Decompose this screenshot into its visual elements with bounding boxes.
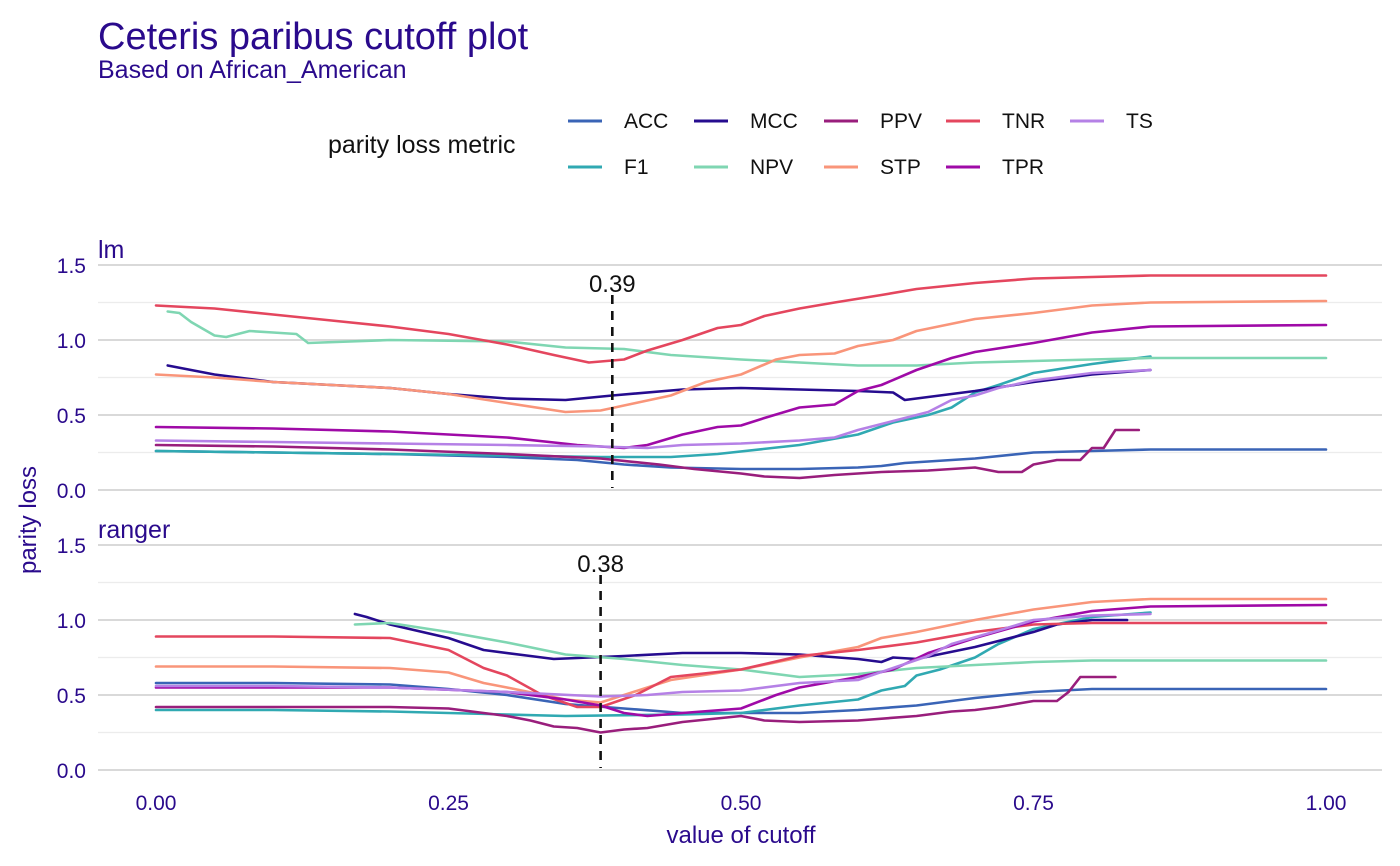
chart-subtitle: Based on African_American <box>98 56 407 84</box>
x-tick-label: 0.75 <box>1013 792 1054 815</box>
x-axis: 0.00 0.25 0.50 0.75 1.00 <box>136 792 1347 815</box>
chart-title: Ceteris paribus cutoff plot <box>98 16 529 58</box>
legend-item-tnr: TNR <box>946 110 1045 133</box>
facet-label: ranger <box>98 516 170 544</box>
x-tick-label: 1.00 <box>1306 792 1347 815</box>
legend-label: F1 <box>624 156 649 179</box>
legend-item-tpr: TPR <box>946 156 1044 179</box>
series-line-ts <box>154 368 1152 450</box>
facet-label: lm <box>98 236 124 264</box>
gridlines <box>98 544 1382 771</box>
series-line-f1 <box>154 355 1152 459</box>
cutoff-label: 0.39 <box>589 271 636 298</box>
series-line-ppv <box>154 675 1117 734</box>
legend-item-f1: F1 <box>568 156 649 179</box>
panel-lm: 0.0 0.5 1.0 1.5 lm 0.39 <box>57 236 1382 503</box>
series-line-mcc <box>353 612 1129 664</box>
panel-ranger: 0.0 0.5 1.0 1.5 ranger 0.38 <box>57 516 1382 783</box>
legend: ACC F1 MCC NPV PPV STP TNR TPR TS <box>568 110 1153 179</box>
y-tick-label: 1.0 <box>57 610 86 633</box>
legend-label: PPV <box>880 110 922 133</box>
legend-item-npv: NPV <box>694 156 793 179</box>
legend-item-acc: ACC <box>568 110 668 133</box>
legend-title: parity loss metric <box>328 131 516 159</box>
legend-item-ts: TS <box>1070 110 1153 133</box>
y-tick-label: 0.0 <box>57 760 86 783</box>
series-line-stp <box>154 299 1328 414</box>
x-tick-label: 0.50 <box>721 792 762 815</box>
y-axis-title: parity loss <box>15 466 42 574</box>
series-lines <box>154 274 1328 480</box>
y-tick-label: 1.5 <box>57 535 86 558</box>
gridlines <box>98 264 1382 491</box>
legend-item-stp: STP <box>824 156 921 179</box>
y-tick-label: 0.0 <box>57 480 86 503</box>
y-tick-label: 0.5 <box>57 405 86 428</box>
chart-panels: 0.0 0.5 1.0 1.5 lm 0.39 0.0 0.5 1.0 1.5 ranger 0.38 <box>57 236 1382 783</box>
series-line-ts <box>154 612 1152 698</box>
x-tick-label: 0.00 <box>136 792 177 815</box>
legend-label: TNR <box>1002 110 1045 133</box>
x-axis-title: value of cutoff <box>667 822 816 849</box>
series-line-stp <box>154 597 1328 704</box>
y-tick-label: 1.0 <box>57 330 86 353</box>
legend-item-mcc: MCC <box>694 110 798 133</box>
series-lines <box>154 597 1328 734</box>
series-line-npv <box>166 310 1328 367</box>
series-line-tpr <box>154 323 1328 450</box>
legend-label: TS <box>1126 110 1153 133</box>
legend-label: STP <box>880 156 921 179</box>
series-line-tnr <box>154 274 1328 364</box>
cutoff-label: 0.38 <box>577 551 624 578</box>
legend-label: TPR <box>1002 156 1044 179</box>
legend-label: MCC <box>750 110 798 133</box>
y-tick-label: 1.5 <box>57 255 86 278</box>
legend-item-ppv: PPV <box>824 110 922 133</box>
y-tick-label: 0.5 <box>57 685 86 708</box>
x-tick-label: 0.25 <box>428 792 469 815</box>
legend-label: NPV <box>750 156 793 179</box>
legend-label: ACC <box>624 110 668 133</box>
series-line-ppv <box>154 428 1141 480</box>
